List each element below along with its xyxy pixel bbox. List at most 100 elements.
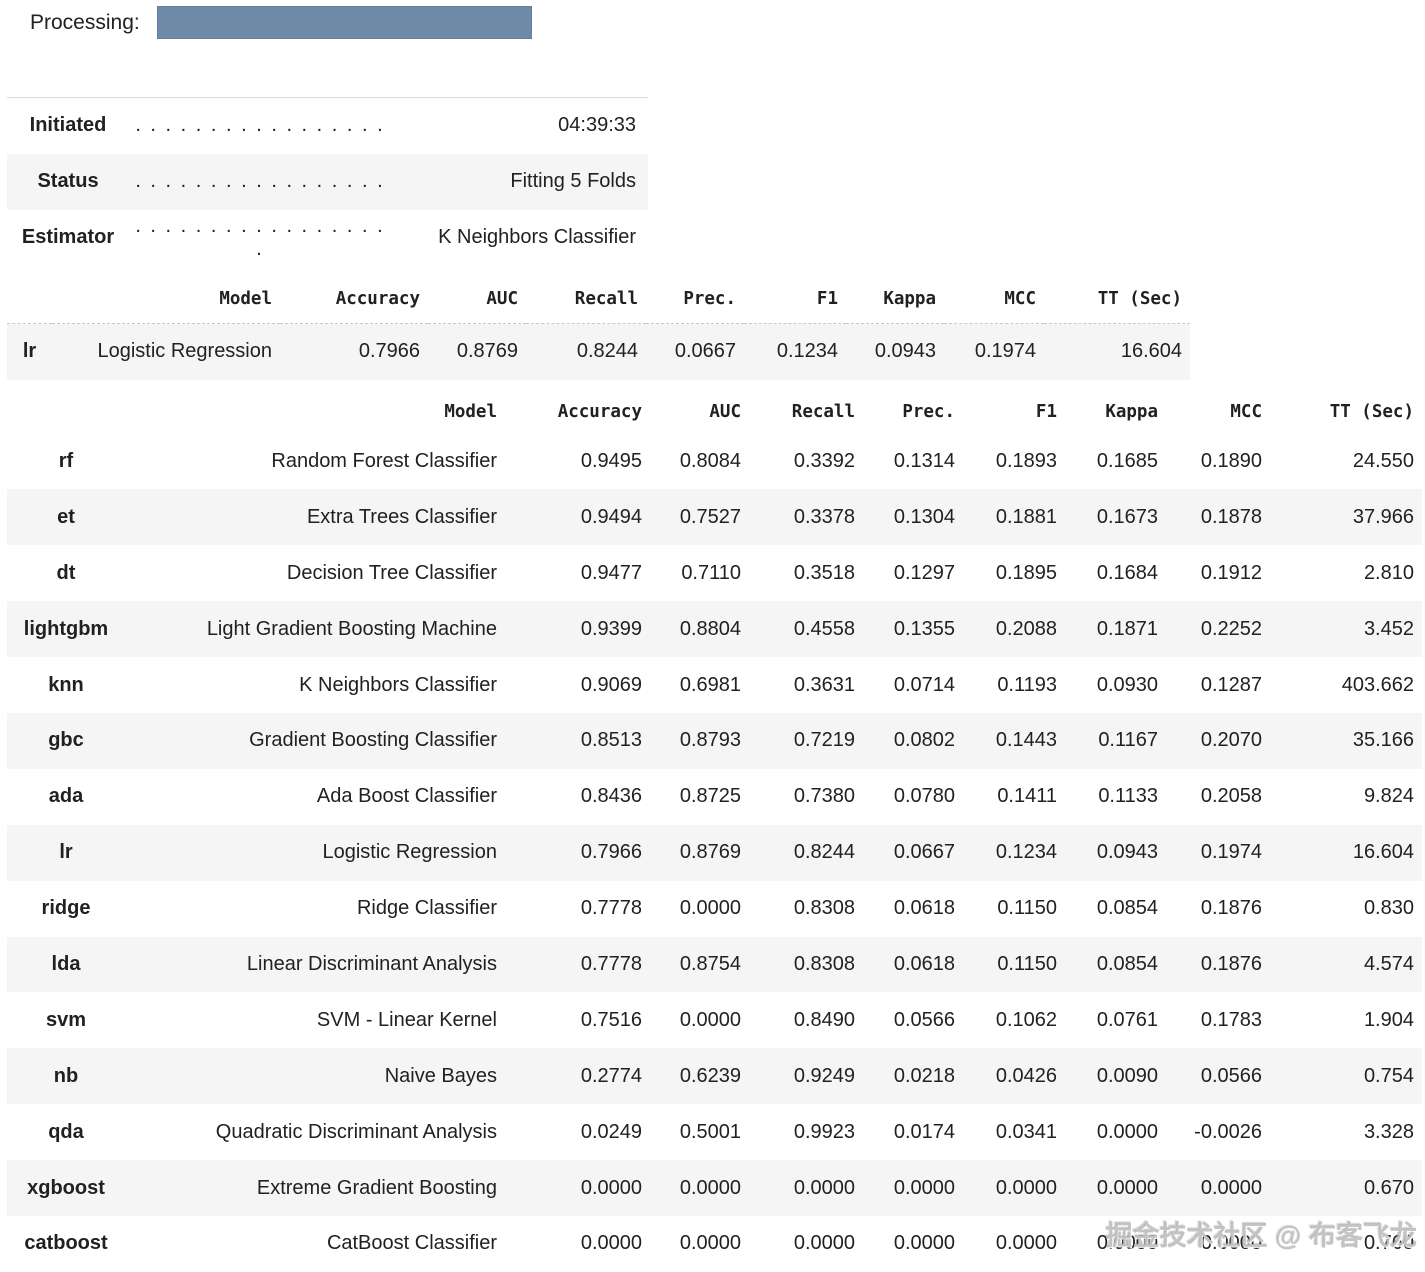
cell-model-name: Ridge Classifier [356,897,497,920]
status-row-value: 04:39:33 [558,114,636,137]
cell-accuracy: 0.7516 [580,1008,642,1031]
cell-kappa: 0.1673 [1096,505,1158,528]
status-row-label: Estimator [21,226,115,248]
current-model-header-row: Model Accuracy AUC Recall Prec. F1 Kappa… [7,276,1190,324]
cell-auc: 0.5001 [679,1120,741,1143]
cell-model-code: ada [48,785,84,808]
cell-auc: 0.7110 [681,561,741,584]
cell-model-code: lr [22,340,37,363]
header-tt: TT (Sec) [1329,401,1414,422]
header-model: Model [444,401,497,422]
cell-kappa: 0.0854 [1096,897,1158,920]
model-row: knn K Neighbors Classifier 0.9069 0.6981… [7,657,1422,713]
cell-model-code: rf [58,449,74,472]
cell-tt: 0.754 [1363,1064,1414,1087]
cell-kappa: 0.0761 [1096,1008,1158,1031]
cell-recall: 0.8308 [793,897,855,920]
cell-tt: 1.904 [1363,1008,1414,1031]
cell-model-code: qda [48,1120,84,1143]
cell-tt: 2.810 [1363,561,1414,584]
cell-mcc: 0.1287 [1200,673,1262,696]
cell-f1: 0.1150 [997,897,1057,920]
cell-recall: 0.8244 [793,841,855,864]
header-prec: Prec. [902,401,955,422]
cell-kappa: 0.1133 [1098,785,1158,808]
cell-mcc: 0.1974 [1200,841,1262,864]
cell-f1: 0.0341 [995,1120,1057,1143]
cell-prec: 0.1314 [893,449,955,472]
cell-accuracy: 0.8436 [580,785,642,808]
model-row: svm SVM - Linear Kernel 0.7516 0.0000 0.… [7,992,1422,1048]
header-kappa: Kappa [883,289,936,310]
cell-model-code: lightgbm [23,617,109,640]
cell-model-name: Linear Discriminant Analysis [246,952,497,975]
status-row-value: K Neighbors Classifier [438,226,636,248]
model-row: gbc Gradient Boosting Classifier 0.8513 … [7,712,1422,769]
header-mcc: MCC [1004,289,1036,310]
status-row-value: Fitting 5 Folds [510,170,636,192]
cell-kappa: 0.0000 [1096,1232,1158,1255]
status-row-label: Initiated [29,114,107,137]
status-row-label: Status [37,170,99,192]
cell-recall: 0.8244 [576,340,638,363]
cell-recall: 0.8490 [793,1008,855,1031]
status-row-dots: . . . . . . . . . . . . . . . . . . [135,214,385,260]
cell-tt: 3.328 [1363,1120,1414,1143]
cell-kappa: 0.0090 [1096,1064,1158,1087]
cell-prec: 0.0000 [893,1232,955,1255]
header-mcc: MCC [1230,401,1262,422]
status-row: Estimator . . . . . . . . . . . . . . . … [7,210,648,266]
cell-tt: 0.830 [1363,897,1414,920]
header-f1: F1 [1035,401,1057,422]
cell-f1: 0.0426 [995,1064,1057,1087]
cell-tt: 35.166 [1352,729,1414,752]
cell-kappa: 0.0854 [1096,952,1158,975]
cell-auc: 0.8769 [456,340,518,363]
cell-prec: 0.0714 [893,673,955,696]
cell-model-name: Extra Trees Classifier [306,505,497,528]
header-kappa: Kappa [1105,401,1158,422]
cell-accuracy: 0.2774 [580,1064,642,1087]
cell-f1: 0.0000 [995,1176,1057,1199]
cell-prec: 0.0218 [893,1064,955,1087]
cell-prec: 0.1304 [893,505,955,528]
cell-f1: 0.1411 [997,785,1057,808]
cell-accuracy: 0.7778 [580,952,642,975]
cell-auc: 0.7527 [679,505,741,528]
model-row: lda Linear Discriminant Analysis 0.7778 … [7,936,1422,993]
comparison-header-row: Model Accuracy AUC Recall Prec. F1 Kappa… [7,390,1422,434]
cell-accuracy: 0.9477 [580,561,642,584]
cell-accuracy: 0.9494 [580,505,642,528]
cell-f1: 0.1150 [997,952,1057,975]
status-row-dots: . . . . . . . . . . . . . . . . . [135,114,385,137]
header-blank [7,390,125,434]
header-auc: AUC [709,401,741,422]
cell-f1: 0.1895 [995,561,1057,584]
header-prec: Prec. [683,289,736,310]
cell-f1: 0.1881 [995,505,1057,528]
cell-tt: 16.604 [1120,340,1182,363]
processing-widget: Processing: [0,0,1425,41]
cell-kappa: 0.1167 [1098,729,1158,752]
header-f1: F1 [816,289,838,310]
cell-mcc: 0.1974 [974,340,1036,363]
cell-f1: 0.1893 [995,449,1057,472]
cell-recall: 0.0000 [793,1232,855,1255]
cell-prec: 0.0667 [674,340,736,363]
cell-model-name: Quadratic Discriminant Analysis [215,1120,497,1143]
cell-recall: 0.0000 [793,1176,855,1199]
cell-tt: 3.452 [1363,617,1414,640]
cell-tt: 16.604 [1352,841,1414,864]
cell-accuracy: 0.0249 [580,1120,642,1143]
cell-f1: 0.1234 [776,340,838,363]
cell-model-code: et [57,505,75,528]
cell-accuracy: 0.0000 [580,1232,642,1255]
cell-auc: 0.0000 [679,1232,741,1255]
cell-kappa: 0.0943 [874,340,936,363]
header-auc: AUC [486,289,518,310]
header-tt: TT (Sec) [1097,289,1182,310]
cell-mcc: 0.0000 [1200,1232,1262,1255]
cell-auc: 0.8793 [679,729,741,752]
progress-bar [156,6,532,39]
cell-recall: 0.3518 [793,561,855,584]
